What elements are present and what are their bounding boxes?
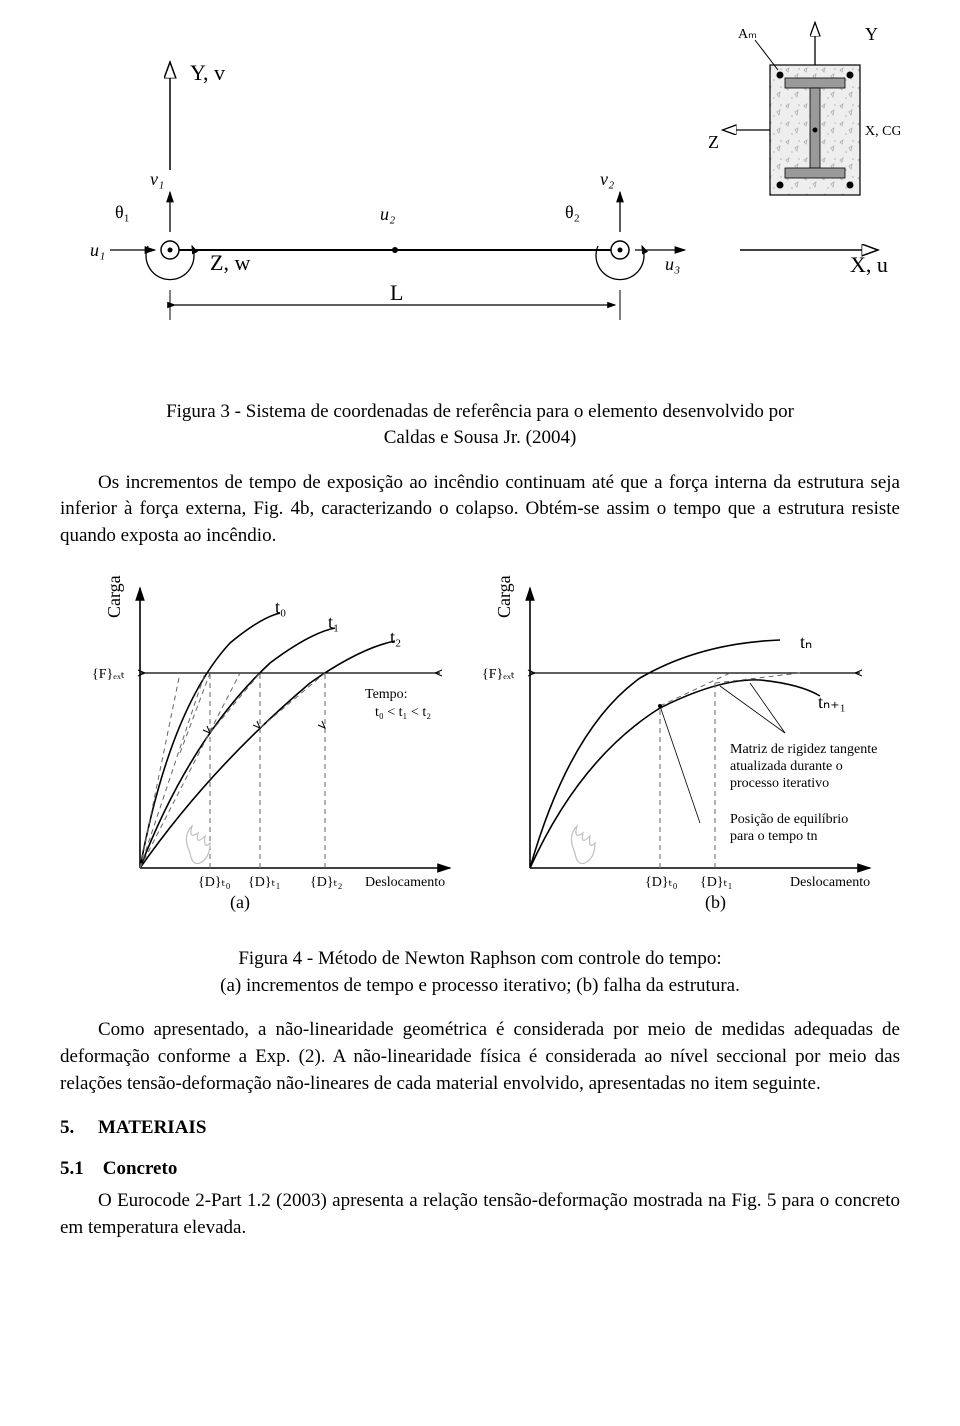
- label-u1: u₁: [90, 240, 105, 260]
- label-L: L: [390, 280, 403, 305]
- label-Am: Aₘ: [738, 27, 757, 42]
- label-t0: t₀: [275, 597, 286, 617]
- label-tempo: Tempo:: [365, 687, 408, 702]
- sec5-title: MATERIAIS: [98, 1117, 206, 1138]
- label-u2: u₂: [380, 204, 395, 224]
- note-eq-2: para o tempo tn: [730, 829, 817, 844]
- figure-4-caption: Figura 4 - Método de Newton Raphson com …: [60, 946, 900, 999]
- label-Fext-b: {F}ₑₓₜ: [482, 667, 515, 682]
- label-carga-a: Carga: [104, 575, 124, 618]
- label-b: (b): [705, 892, 726, 913]
- note-eq-1: Posição de equilíbrio: [730, 812, 848, 827]
- label-Dt1-a: {D}ₜ₁: [248, 875, 281, 890]
- label-tn1: tₙ₊₁: [818, 692, 846, 712]
- label-yv: Y, v: [190, 60, 225, 85]
- label-Z: Z: [708, 132, 719, 152]
- label-desloc-a: Deslocamento: [365, 875, 445, 890]
- label-t2: t₂: [390, 627, 401, 647]
- label-tempo-rel: t₀ < t₁ < t₂: [375, 705, 431, 720]
- note-rig-2: atualizada durante o: [730, 759, 843, 774]
- figure-4: Carga {F}ₑₓₜ t₀ t₁ t₂ Tempo: [60, 568, 900, 937]
- flame-icon-b: [571, 826, 595, 864]
- label-Dt0-b: {D}ₜ₀: [645, 875, 678, 890]
- section-5-title: 5. MATERIAIS: [60, 1115, 900, 1142]
- section-5-1-title: 5.1 Concreto: [60, 1156, 900, 1183]
- label-a: (a): [230, 892, 250, 913]
- label-Zw: Z, w: [210, 250, 250, 275]
- label-desloc-b: Deslocamento: [790, 875, 870, 890]
- flame-icon: [186, 826, 210, 864]
- label-Xu: X, u: [850, 252, 888, 277]
- figure-3-caption: Figura 3 - Sistema de coordenadas de ref…: [60, 399, 900, 452]
- subplot-b: Carga {F}ₑₓₜ tₙ tₙ₊₁ Matriz de rigidez t…: [482, 575, 877, 913]
- label-v2: v₂: [600, 169, 614, 189]
- fig3-cap-l2: Caldas e Sousa Jr. (2004): [384, 427, 577, 448]
- label-Dt2-a: {D}ₜ₂: [310, 875, 343, 890]
- label-tn: tₙ: [800, 632, 812, 652]
- label-t1: t₁: [328, 612, 339, 632]
- fig3-cap-l1: Figura 3 - Sistema de coordenadas de ref…: [166, 401, 794, 422]
- label-theta1: θ₁: [115, 202, 130, 222]
- label-Fext-a: {F}ₑₓₜ: [92, 667, 125, 682]
- label-carga-b: Carga: [494, 575, 514, 618]
- para-2: Como apresentado, a não-linearidade geom…: [60, 1017, 900, 1097]
- note-rig-1: Matriz de rigidez tangente: [730, 742, 877, 757]
- sec51-num: 5.1: [60, 1158, 84, 1179]
- figure-4-svg: Carga {F}ₑₓₜ t₀ t₁ t₂ Tempo: [60, 568, 900, 928]
- label-theta2: θ₂: [565, 202, 580, 222]
- label-Dt1-b: {D}ₜ₁: [700, 875, 733, 890]
- para-1: Os incrementos de tempo de exposição ao …: [60, 470, 900, 550]
- figure-3-svg: Y, v Y Z Aₘ X, CG: [60, 20, 900, 380]
- sec5-num: 5.: [60, 1117, 74, 1138]
- subplot-a: Carga {F}ₑₓₜ t₀ t₁ t₂ Tempo: [92, 575, 450, 913]
- figure-3: Y, v Y Z Aₘ X, CG: [60, 20, 900, 389]
- beam-element: θ₁ u₁ v₁ u₂ θ₂ v₂ u₃ Z, w X, u: [90, 169, 888, 320]
- sec51-title: Concreto: [103, 1158, 178, 1179]
- cross-section: Y Z Aₘ X, CG: [708, 24, 900, 195]
- para-3: O Eurocode 2-Part 1.2 (2003) apresenta a…: [60, 1188, 900, 1241]
- label-Xcg: X, CG: [865, 124, 900, 139]
- label-Dt0-a: {D}ₜ₀: [198, 875, 231, 890]
- fig4-cap-l2: (a) incrementos de tempo e processo iter…: [220, 975, 740, 996]
- label-u3: u₃: [665, 254, 680, 274]
- label-Y: Y: [865, 24, 878, 44]
- label-v1: v₁: [150, 169, 164, 189]
- note-rig-3: processo iterativo: [730, 776, 829, 791]
- fig4-cap-l1: Figura 4 - Método de Newton Raphson com …: [238, 948, 721, 969]
